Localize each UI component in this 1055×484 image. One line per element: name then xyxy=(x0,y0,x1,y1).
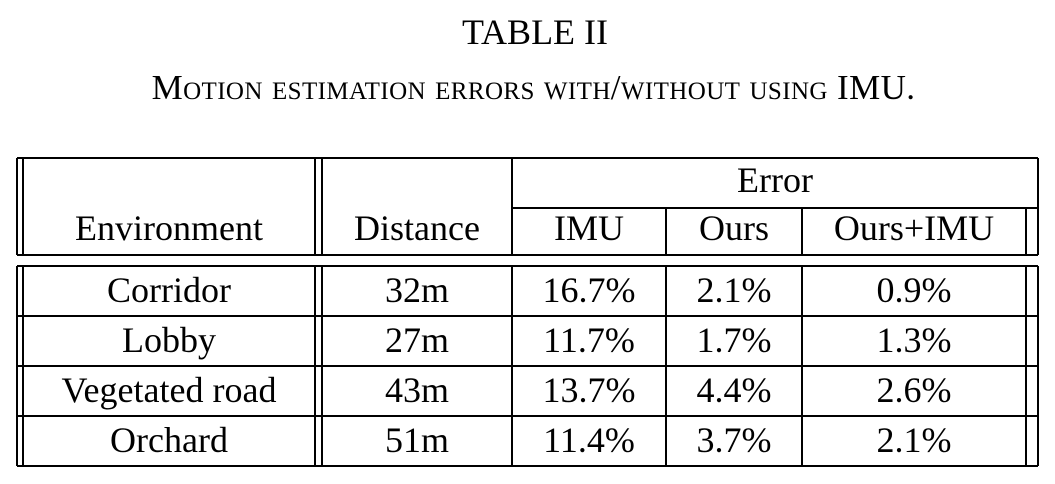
cell-imu: 11.4% xyxy=(543,420,635,460)
table-row: Orchard 51m 11.4% 3.7% 2.1% xyxy=(110,420,951,460)
header-environment: Environment xyxy=(75,208,263,248)
cell-distance: 43m xyxy=(385,370,449,410)
table-rules xyxy=(16,157,1039,467)
cell-ours-imu: 0.9% xyxy=(877,270,952,310)
table-number: TABLE II xyxy=(461,12,609,52)
cell-environment: Corridor xyxy=(107,270,231,310)
header-ours-imu: Ours+IMU xyxy=(834,208,994,248)
cell-distance: 51m xyxy=(385,420,449,460)
cell-ours: 2.1% xyxy=(697,270,772,310)
cell-environment: Vegetated road xyxy=(62,370,277,410)
cell-ours: 1.7% xyxy=(697,320,772,360)
cell-ours-imu: 2.1% xyxy=(877,420,952,460)
header-ours: Ours xyxy=(699,208,769,248)
cell-imu: 16.7% xyxy=(543,270,636,310)
table-row: Lobby 27m 11.7% 1.7% 1.3% xyxy=(122,320,952,360)
cell-ours-imu: 1.3% xyxy=(877,320,952,360)
cell-distance: 32m xyxy=(385,270,449,310)
header-distance: Distance xyxy=(354,208,480,248)
cell-imu: 11.7% xyxy=(543,320,635,360)
cell-environment: Orchard xyxy=(110,420,228,460)
cell-environment: Lobby xyxy=(122,320,216,360)
header-error-group: Error xyxy=(737,160,813,200)
cell-imu: 13.7% xyxy=(543,370,636,410)
table-row: Corridor 32m 16.7% 2.1% 0.9% xyxy=(107,270,951,310)
cell-distance: 27m xyxy=(385,320,449,360)
cell-ours: 4.4% xyxy=(697,370,772,410)
table-caption: Motion estimation errors with/without us… xyxy=(151,68,916,107)
table-row: Vegetated road 43m 13.7% 4.4% 2.6% xyxy=(62,370,952,410)
cell-ours-imu: 2.6% xyxy=(877,370,952,410)
cell-ours: 3.7% xyxy=(697,420,772,460)
header-imu: IMU xyxy=(554,208,624,248)
